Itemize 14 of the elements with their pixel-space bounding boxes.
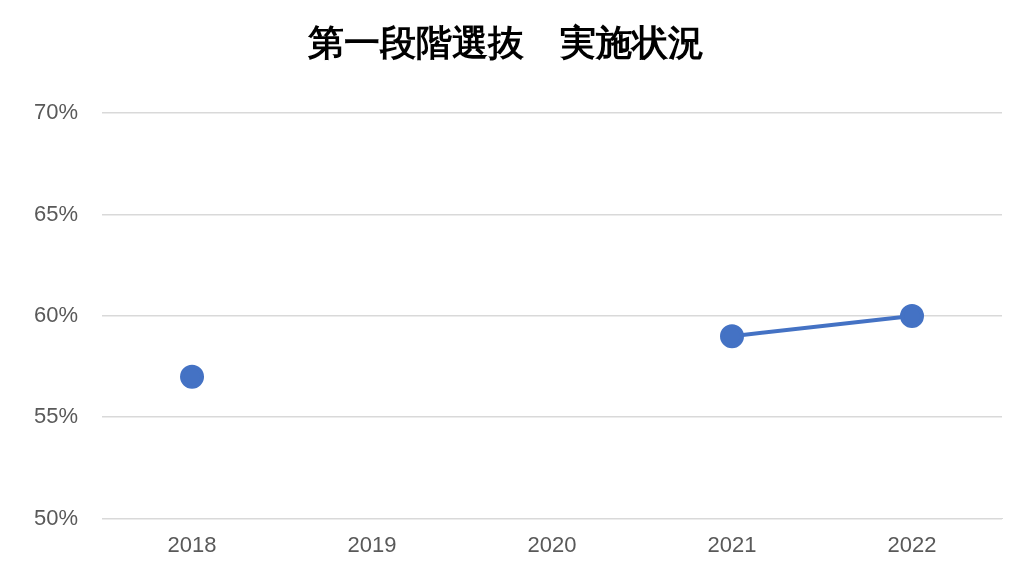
x-tick-label: 2022 xyxy=(887,531,937,557)
x-tick-label: 2020 xyxy=(527,531,577,557)
point xyxy=(900,303,924,328)
point xyxy=(180,364,205,389)
chart-title: 第一段階選抜 実施状況 xyxy=(307,21,704,63)
y-tick-label: 55% xyxy=(33,403,79,429)
x-tick-label: 2018 xyxy=(167,531,217,557)
x-tick-label: 2019 xyxy=(347,531,397,557)
y-tick-label: 50% xyxy=(33,504,79,530)
point xyxy=(720,324,745,349)
x-tick-label: 2021 xyxy=(707,531,757,557)
y-tick-label: 70% xyxy=(33,99,79,125)
y-tick-label: 65% xyxy=(33,200,79,226)
y-tick-label: 60% xyxy=(33,301,79,327)
